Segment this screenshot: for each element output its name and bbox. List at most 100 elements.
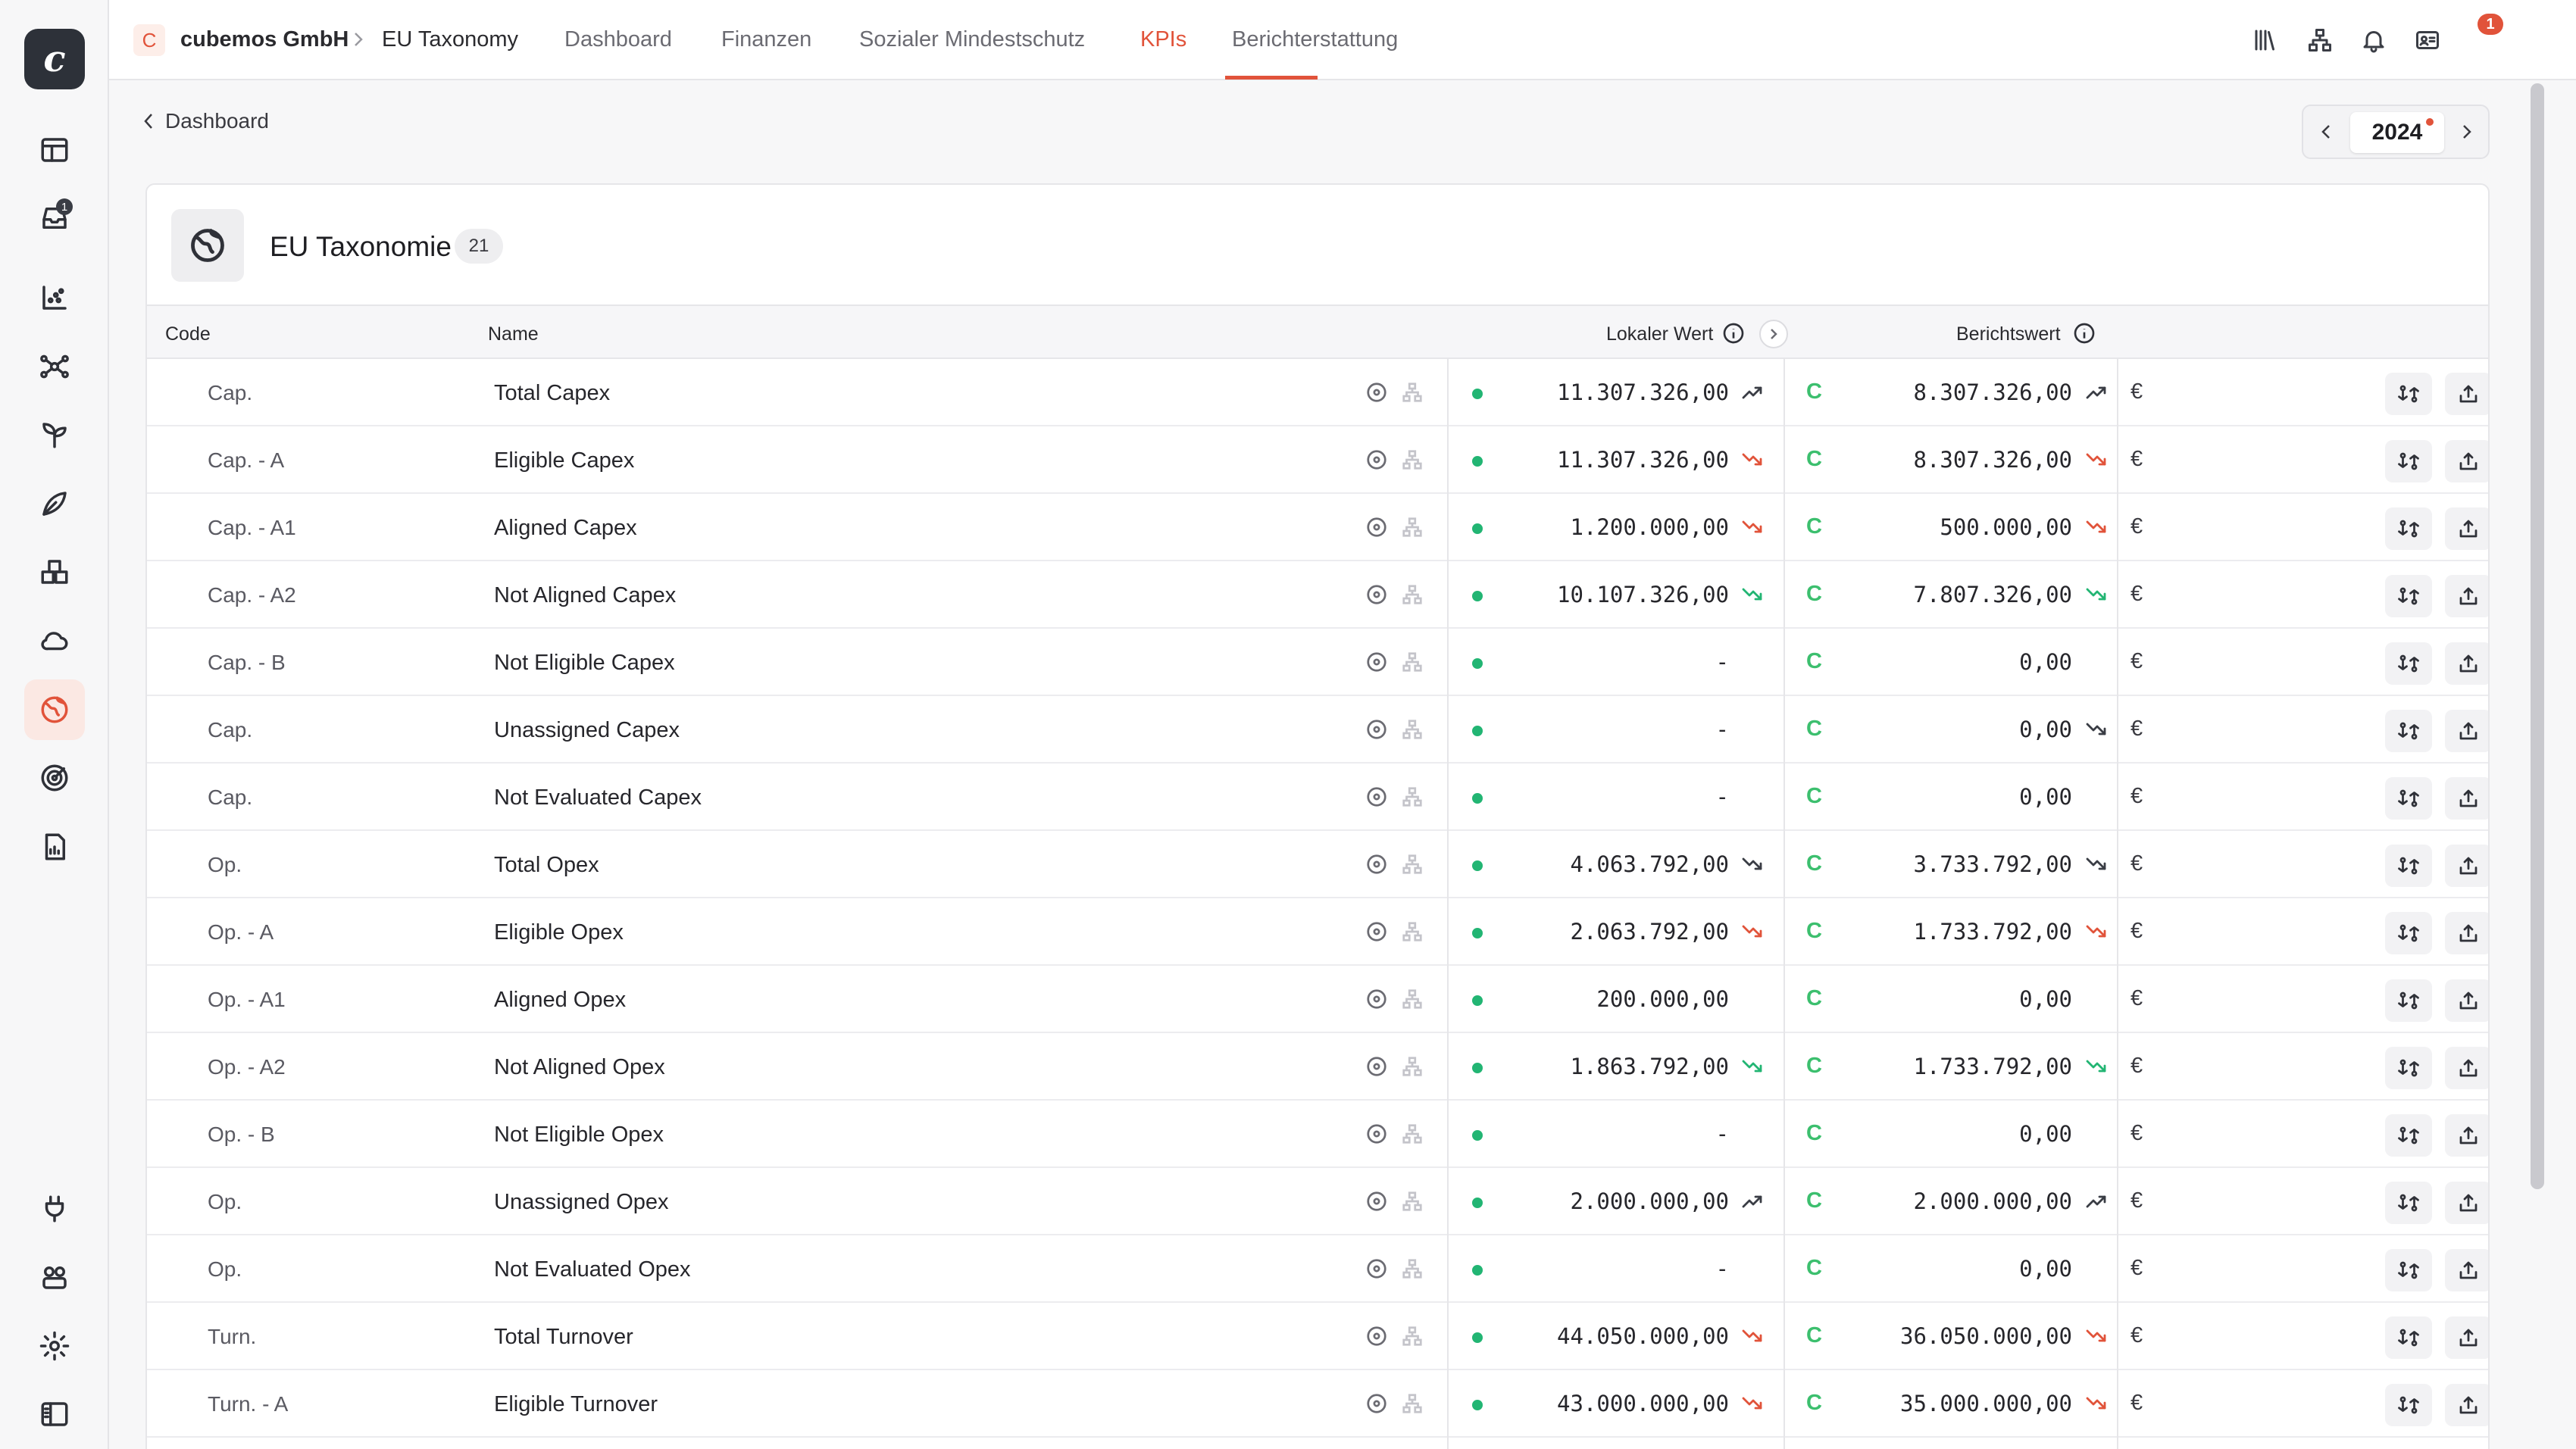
target-icon[interactable] <box>1365 1123 1388 1145</box>
table-row[interactable]: Op. - A2 Not Aligned Opex C €1.863.792,00 1.… <box>147 1033 2488 1101</box>
compare-button[interactable] <box>2385 1114 2432 1157</box>
hierarchy-icon[interactable] <box>1401 853 1424 876</box>
panel-icon[interactable] <box>24 1384 85 1444</box>
compare-button[interactable] <box>2385 507 2432 550</box>
upload-button[interactable] <box>2445 575 2488 617</box>
column-header-code[interactable]: Code <box>165 323 211 345</box>
local-value[interactable]: - <box>1715 717 1729 742</box>
report-value[interactable]: 0,00 <box>2019 784 2072 810</box>
report-value[interactable]: 0,00 <box>2019 986 2072 1012</box>
compare-button[interactable] <box>2385 845 2432 887</box>
table-row[interactable]: Cap. Total Capex C €11.307.326,00 8.307.326,… <box>147 359 2488 426</box>
hierarchy-icon[interactable] <box>1401 381 1424 404</box>
report-value[interactable]: 35.000.000,00 <box>1900 1391 2072 1416</box>
table-row[interactable]: Op. Total Opex C €4.063.792,00 3.733.792,00 <box>147 831 2488 898</box>
year-value[interactable]: 2024 <box>2350 112 2444 153</box>
table-row[interactable]: Cap. - A Eligible Capex C €11.307.326,00 8.3… <box>147 426 2488 494</box>
compare-button[interactable] <box>2385 440 2432 482</box>
hierarchy-icon[interactable] <box>1401 988 1424 1010</box>
hierarchy-icon[interactable] <box>1401 1325 1424 1348</box>
target-icon[interactable] <box>1365 718 1388 741</box>
local-value[interactable]: 2.063.792,00 <box>1570 919 1729 945</box>
scrollbar[interactable] <box>2531 83 2544 1189</box>
compare-button[interactable] <box>2385 575 2432 617</box>
module-name[interactable]: EU Taxonomy <box>382 27 518 52</box>
report-value[interactable]: 1.733.792,00 <box>1913 919 2072 945</box>
table-row[interactable]: Op. Unassigned Opex C €2.000.000,00 2.000.00… <box>147 1168 2488 1235</box>
compare-button[interactable] <box>2385 1384 2432 1426</box>
settings-icon[interactable] <box>24 1316 85 1376</box>
upload-button[interactable] <box>2445 373 2488 415</box>
target-icon[interactable] <box>1365 1257 1388 1280</box>
hierarchy-icon[interactable] <box>1401 1257 1424 1280</box>
compare-button[interactable] <box>2385 1182 2432 1224</box>
previous-year-button[interactable] <box>2311 117 2341 147</box>
table-row[interactable]: Cap. Unassigned Capex C € - 0,00 <box>147 696 2488 764</box>
report-value[interactable]: 0,00 <box>2019 649 2072 675</box>
report-value[interactable]: 0,00 <box>2019 717 2072 742</box>
local-value[interactable]: - <box>1715 1121 1729 1147</box>
row-name[interactable]: Eligible Capex <box>494 448 635 473</box>
report-value[interactable]: 0,00 <box>2019 1121 2072 1147</box>
target-icon[interactable] <box>1365 920 1388 943</box>
row-name[interactable]: Unassigned Opex <box>494 1190 669 1214</box>
target-icon[interactable] <box>1365 785 1388 808</box>
upload-button[interactable] <box>2445 912 2488 954</box>
upload-button[interactable] <box>2445 1114 2488 1157</box>
tab-sozialer-mindestschutz[interactable]: Sozialer Mindestschutz <box>859 27 1086 52</box>
local-value[interactable]: 2.000.000,00 <box>1570 1188 1729 1214</box>
target-icon[interactable] <box>1365 988 1388 1010</box>
upload-button[interactable] <box>2445 1249 2488 1291</box>
globe-icon[interactable] <box>24 679 85 740</box>
upload-button[interactable] <box>2445 777 2488 820</box>
plug-icon[interactable] <box>24 1179 85 1239</box>
table-row[interactable]: Op. - B Not Eligible Opex C € - 0,00 <box>147 1101 2488 1168</box>
cloud-icon[interactable] <box>24 611 85 671</box>
local-value[interactable]: 4.063.792,00 <box>1570 851 1729 877</box>
local-value[interactable]: 1.200.000,00 <box>1570 514 1729 540</box>
hierarchy-icon[interactable] <box>1401 920 1424 943</box>
next-year-button[interactable] <box>2452 117 2482 147</box>
upload-button[interactable] <box>2445 440 2488 482</box>
compare-button[interactable] <box>2385 1047 2432 1089</box>
target-icon[interactable] <box>24 748 85 808</box>
compare-button[interactable] <box>2385 777 2432 820</box>
network-icon[interactable] <box>24 336 85 397</box>
row-name[interactable]: Not Evaluated Capex <box>494 785 702 810</box>
table-row[interactable]: Op. - A Eligible Opex C €2.063.792,00 1.733.… <box>147 898 2488 966</box>
row-name[interactable]: Total Turnover <box>494 1325 633 1349</box>
table-row[interactable]: Cap. Not Evaluated Capex C € - 0,00 <box>147 764 2488 831</box>
target-icon[interactable] <box>1365 1055 1388 1078</box>
row-name[interactable]: Not Aligned Capex <box>494 583 677 607</box>
boxes-icon[interactable] <box>24 542 85 602</box>
tab-kpis[interactable]: KPIs <box>1140 27 1187 52</box>
local-value[interactable]: 11.307.326,00 <box>1557 379 1729 405</box>
row-name[interactable]: Not Eligible Capex <box>494 651 675 675</box>
target-icon[interactable] <box>1365 1392 1388 1415</box>
row-name[interactable]: Eligible Turnover <box>494 1392 658 1416</box>
target-icon[interactable] <box>1365 516 1388 539</box>
upload-button[interactable] <box>2445 845 2488 887</box>
row-name[interactable]: Aligned Capex <box>494 516 637 540</box>
hierarchy-icon[interactable] <box>1401 1392 1424 1415</box>
compare-button[interactable] <box>2385 1316 2432 1359</box>
upload-button[interactable] <box>2445 710 2488 752</box>
column-header-local-value[interactable]: Lokaler Wert <box>1606 323 1714 345</box>
hierarchy-icon[interactable] <box>1401 448 1424 471</box>
report-value[interactable]: 8.307.326,00 <box>1913 447 2072 473</box>
local-value[interactable]: 1.863.792,00 <box>1570 1054 1729 1079</box>
library-icon[interactable] <box>2248 23 2283 58</box>
target-icon[interactable] <box>1365 381 1388 404</box>
back-to-dashboard-link[interactable]: Dashboard <box>142 106 269 136</box>
report-value[interactable]: 8.307.326,00 <box>1913 379 2072 405</box>
inbox-icon[interactable]: 1 <box>24 188 85 248</box>
upload-button[interactable] <box>2445 1047 2488 1089</box>
tab-dashboard[interactable]: Dashboard <box>564 27 672 52</box>
compare-button[interactable] <box>2385 1249 2432 1291</box>
target-icon[interactable] <box>1365 448 1388 471</box>
table-row[interactable]: Cap. - A1 Aligned Capex C €1.200.000,00 500.… <box>147 494 2488 561</box>
org-name[interactable]: cubemos GmbH <box>180 27 349 52</box>
upload-button[interactable] <box>2445 1316 2488 1359</box>
local-value[interactable]: 10.107.326,00 <box>1557 582 1729 607</box>
hierarchy-icon[interactable] <box>1401 785 1424 808</box>
